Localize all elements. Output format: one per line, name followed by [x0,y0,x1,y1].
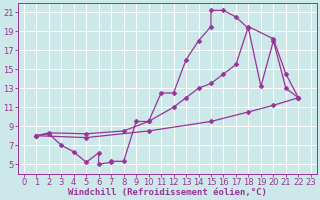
X-axis label: Windchill (Refroidissement éolien,°C): Windchill (Refroidissement éolien,°C) [68,188,267,197]
